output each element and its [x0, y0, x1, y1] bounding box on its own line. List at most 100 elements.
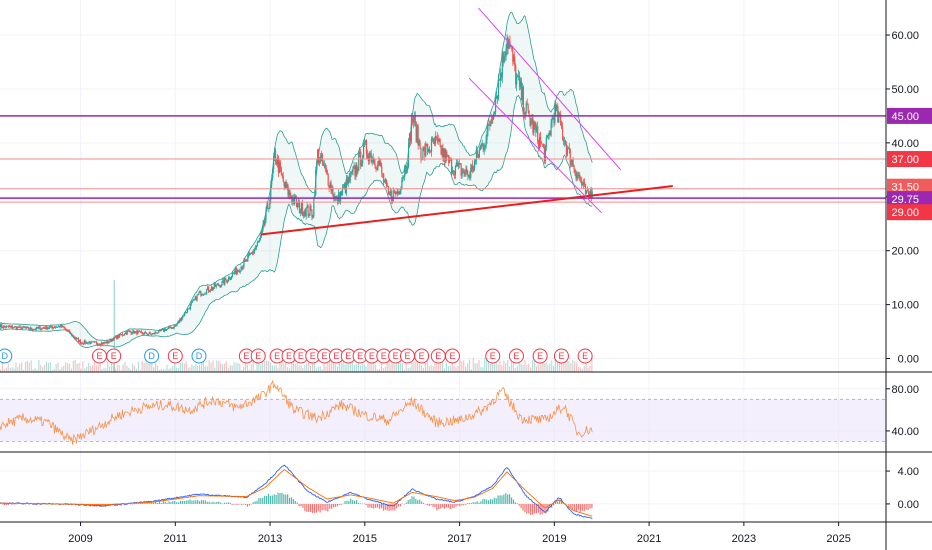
price-tag-29-75[interactable]: 29.75	[887, 191, 932, 208]
candle-body	[307, 205, 309, 216]
candle-body	[248, 253, 250, 257]
price-tag-31-50[interactable]: 31.50	[887, 178, 932, 195]
candle-body	[457, 163, 459, 167]
candle-body	[260, 232, 262, 239]
earnings-badge[interactable]: E	[508, 348, 524, 364]
candle-body	[3, 325, 5, 328]
volume-bar	[254, 369, 256, 372]
volume-bar	[510, 361, 513, 372]
candle-body	[522, 86, 524, 113]
price-tag-45-00[interactable]: 45.00	[887, 107, 932, 124]
candle-body	[528, 110, 530, 117]
candle-body	[287, 184, 289, 196]
volume-bar	[179, 362, 182, 372]
dividend-badge[interactable]: D	[191, 348, 207, 364]
badge-circle	[553, 348, 569, 364]
candle-body	[163, 329, 166, 332]
channel-upper-line[interactable]	[478, 7, 622, 171]
candle-body	[500, 73, 502, 78]
candle-body	[479, 148, 481, 150]
rsi-panel[interactable]	[0, 380, 886, 445]
candle-body	[503, 56, 505, 63]
candle-body	[526, 103, 528, 105]
candle-body	[97, 343, 100, 345]
candle-body	[518, 75, 521, 87]
volume-bar	[472, 358, 474, 372]
rsi-band	[0, 399, 886, 442]
earnings-badge[interactable]: E	[106, 348, 122, 364]
support-trendline[interactable]	[260, 185, 673, 236]
price-tag-background	[887, 191, 932, 208]
macd-histogram-bar	[405, 502, 407, 504]
earnings-badge[interactable]: E	[167, 348, 183, 364]
volume-bar	[442, 356, 444, 372]
volume-bar	[283, 363, 285, 372]
candle-body	[309, 206, 311, 216]
candle-body	[215, 284, 217, 287]
candle-body	[202, 294, 204, 296]
candle-body	[299, 210, 302, 214]
earnings-badge[interactable]: E	[430, 348, 446, 364]
earnings-badge[interactable]: E	[444, 348, 460, 364]
volume-bar	[512, 361, 515, 372]
candle-body	[87, 342, 89, 344]
candle-body	[12, 327, 14, 329]
earnings-badge[interactable]: E	[91, 348, 107, 364]
macd-histogram-bar	[524, 503, 526, 513]
macd-histogram-bar	[583, 503, 585, 512]
volume-bar	[55, 363, 57, 372]
candle-body	[272, 168, 274, 179]
candle-body	[61, 324, 63, 327]
earnings-badge[interactable]: E	[577, 348, 593, 364]
price-tag-37-00[interactable]: 37.00	[887, 151, 932, 168]
candle-body	[355, 164, 357, 176]
macd-panel[interactable]	[0, 464, 593, 520]
candle-body	[517, 75, 520, 77]
candle-body	[561, 127, 564, 140]
macd-histogram-bar	[554, 501, 557, 504]
volume-bar	[137, 361, 139, 372]
volume-bar	[311, 360, 314, 372]
candle-body	[230, 276, 233, 279]
candle-body	[587, 190, 590, 194]
earnings-badge[interactable]: E	[414, 348, 430, 364]
candle-body	[504, 55, 506, 57]
earnings-badge[interactable]: E	[399, 348, 415, 364]
macd-histogram-bar	[589, 503, 591, 509]
volume-bar	[300, 365, 302, 372]
macd-histogram-bar	[187, 500, 189, 504]
candle-body	[173, 326, 175, 328]
candle-body	[539, 137, 542, 144]
candle-body	[446, 151, 448, 157]
candle-body	[37, 327, 39, 329]
channel-lower-line[interactable]	[468, 77, 603, 214]
earnings-badge[interactable]: E	[485, 348, 501, 364]
badge-label: E	[96, 351, 102, 361]
candle-body	[177, 321, 179, 324]
macd-histogram-bar	[279, 493, 281, 504]
candle-body	[42, 327, 44, 329]
volume-bar	[103, 368, 105, 372]
macd-histogram-bar	[371, 503, 373, 509]
candle-body	[152, 332, 154, 334]
macd-histogram-bar	[304, 503, 306, 511]
earnings-badge[interactable]: E	[532, 348, 548, 364]
dividend-badge[interactable]: D	[0, 348, 13, 364]
dividend-badge[interactable]: D	[144, 348, 160, 364]
candle-body	[589, 190, 591, 196]
candle-body	[440, 145, 442, 155]
earnings-badge[interactable]: E	[317, 348, 333, 364]
earnings-badge[interactable]: E	[553, 348, 569, 364]
price-tag-29-00[interactable]: 29.00	[887, 204, 932, 221]
macd-histogram-bar	[369, 503, 371, 508]
volume-bar	[419, 364, 421, 372]
volume-bar	[524, 360, 526, 372]
earnings-badge[interactable]: E	[250, 348, 266, 364]
volume-bar	[189, 367, 191, 372]
macd-histogram-bar	[445, 503, 448, 508]
candle-body	[560, 114, 562, 126]
candle-body	[447, 155, 449, 157]
volume-bar	[265, 360, 268, 372]
